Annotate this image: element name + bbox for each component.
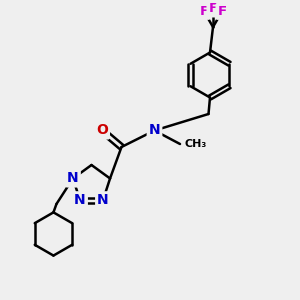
Text: F: F — [200, 5, 208, 18]
Text: N: N — [74, 193, 86, 207]
Text: F: F — [208, 2, 217, 16]
Text: N: N — [67, 172, 79, 185]
Text: O: O — [96, 124, 108, 137]
Text: CH₃: CH₃ — [184, 139, 207, 149]
Text: N: N — [97, 193, 109, 207]
Text: N: N — [149, 124, 160, 137]
Text: F: F — [218, 5, 226, 18]
